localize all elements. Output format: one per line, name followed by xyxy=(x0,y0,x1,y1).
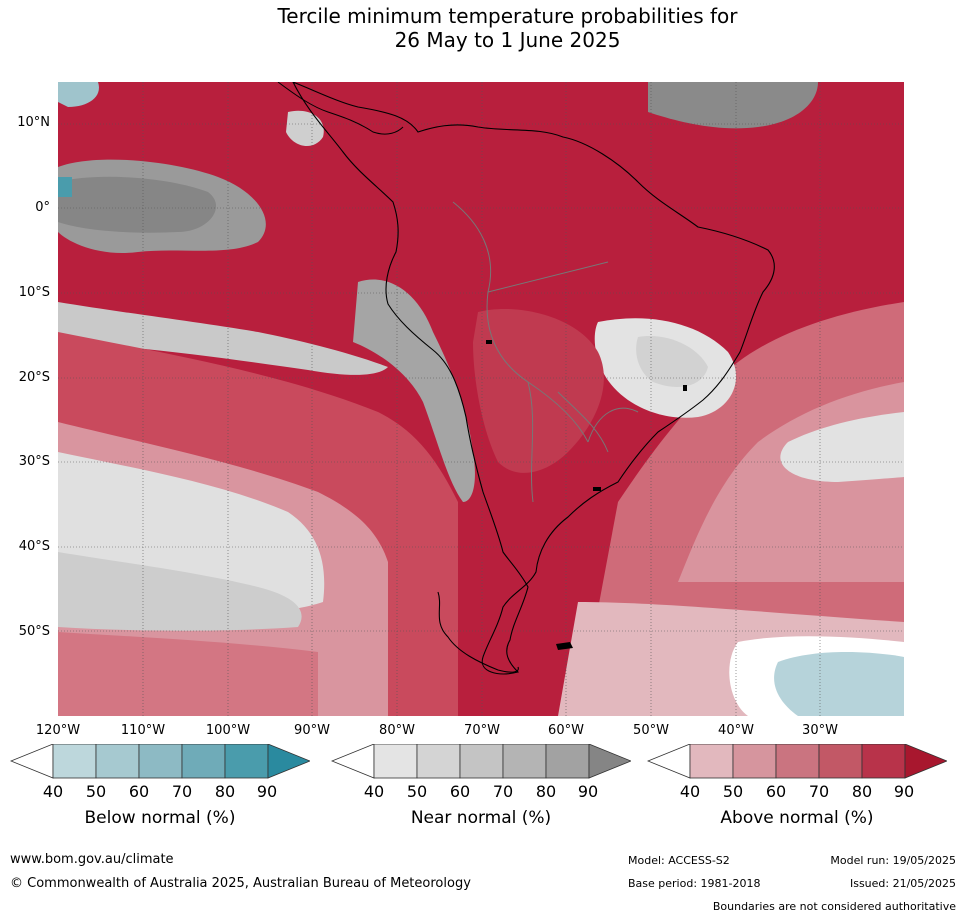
colorbar-min-extension xyxy=(646,743,691,779)
below-normal-region xyxy=(774,652,904,716)
near-normal-region xyxy=(648,82,818,129)
colorbar-segment xyxy=(95,743,140,779)
lon-label: 120°W xyxy=(35,723,81,738)
near-normal-region xyxy=(780,412,904,482)
colorbar-above-normal xyxy=(646,743,949,784)
cb-tick: 80 xyxy=(535,782,557,801)
cb-tick: 60 xyxy=(765,782,787,801)
map-canvas xyxy=(58,82,904,716)
below-normal-region xyxy=(58,177,72,197)
lon-label: 100°W xyxy=(205,723,251,738)
cb-tick: 60 xyxy=(449,782,471,801)
lon-label: 70°W xyxy=(464,723,500,738)
colorbar-min-extension xyxy=(9,743,54,779)
colorbar-segment xyxy=(861,743,906,779)
near-normal-region xyxy=(286,110,324,147)
map-title: Tercile minimum temperature probabilitie… xyxy=(0,4,965,52)
colorbar-max-extension xyxy=(904,743,949,779)
cb-tick: 90 xyxy=(256,782,278,801)
cb-tick: 50 xyxy=(85,782,107,801)
lake xyxy=(683,385,687,391)
above-normal-region xyxy=(58,632,318,716)
colorbar-segment xyxy=(373,743,418,779)
colorbar-label: Above normal (%) xyxy=(720,808,874,828)
lat-label: 20°S xyxy=(18,370,50,385)
lake xyxy=(486,340,492,344)
colorbar-min-extension xyxy=(330,743,375,779)
colorbar-graphic xyxy=(9,743,312,779)
colorbar-label: Near normal (%) xyxy=(410,808,552,828)
lon-label: 30°W xyxy=(802,723,838,738)
country-boundaries xyxy=(452,201,639,503)
central-america-coastline xyxy=(277,82,404,135)
colorbar-graphic xyxy=(330,743,633,779)
colorbar-segment xyxy=(52,743,97,779)
colorbar-segment xyxy=(818,743,863,779)
bom-url: www.bom.gov.au/climate xyxy=(10,852,174,867)
colorbar-near-normal xyxy=(330,743,633,784)
lon-label: 50°W xyxy=(633,723,669,738)
lat-label: 40°S xyxy=(18,539,50,554)
cb-tick: 50 xyxy=(406,782,428,801)
above-normal-region xyxy=(473,308,604,473)
colorbar-segment xyxy=(224,743,269,779)
lat-label: 50°S xyxy=(18,624,50,639)
issued-date: Issued: 21/05/2025 xyxy=(849,877,956,890)
lat-label: 0° xyxy=(35,200,50,215)
colorbar-max-extension xyxy=(267,743,312,779)
cb-tick: 40 xyxy=(679,782,701,801)
copyright: © Commonwealth of Australia 2025, Austra… xyxy=(10,876,471,891)
colorbar-segment xyxy=(775,743,820,779)
near-normal-region xyxy=(58,176,217,233)
cb-tick: 90 xyxy=(577,782,599,801)
lat-label: 30°S xyxy=(18,454,50,469)
colorbar-segment xyxy=(181,743,226,779)
cb-tick: 40 xyxy=(363,782,385,801)
model-run: Model run: 19/05/2025 xyxy=(830,854,956,867)
colorbar-graphic xyxy=(646,743,949,779)
base-period: Base period: 1981-2018 xyxy=(628,877,761,890)
colorbar-segment xyxy=(732,743,777,779)
colorbar-max-extension xyxy=(588,743,633,779)
lon-label: 110°W xyxy=(120,723,166,738)
below-normal-region xyxy=(58,82,99,107)
colorbar-segment xyxy=(545,743,590,779)
lat-label: 10°N xyxy=(17,115,50,130)
falklands-island xyxy=(556,642,573,650)
lon-label: 40°W xyxy=(718,723,754,738)
graticule xyxy=(58,82,904,716)
cb-tick: 80 xyxy=(214,782,236,801)
title-line-2: 26 May to 1 June 2025 xyxy=(394,28,621,52)
lon-label: 80°W xyxy=(379,723,415,738)
near-normal-region xyxy=(636,336,708,387)
colorbar-segment xyxy=(502,743,547,779)
boundary-disclaimer: Boundaries are not considered authoritat… xyxy=(712,900,956,913)
colorbar-below-normal xyxy=(9,743,312,784)
probability-map xyxy=(58,82,904,716)
near-normal-region xyxy=(58,302,388,375)
south-america-coastline xyxy=(292,82,775,675)
lake xyxy=(593,487,601,491)
lat-label: 10°S xyxy=(18,285,50,300)
colorbar-label: Below normal (%) xyxy=(84,808,236,828)
near-normal-region xyxy=(58,552,302,631)
model-name: Model: ACCESS-S2 xyxy=(628,854,730,867)
cb-tick: 70 xyxy=(171,782,193,801)
tierra-del-fuego xyxy=(437,591,519,673)
cb-tick: 70 xyxy=(808,782,830,801)
colorbar-segment xyxy=(138,743,183,779)
cb-tick: 80 xyxy=(851,782,873,801)
cb-tick: 50 xyxy=(722,782,744,801)
near-normal-region xyxy=(353,279,475,502)
cb-tick: 90 xyxy=(893,782,915,801)
colorbar-segment xyxy=(416,743,461,779)
title-line-1: Tercile minimum temperature probabilitie… xyxy=(277,4,738,28)
lon-label: 60°W xyxy=(548,723,584,738)
cb-tick: 40 xyxy=(42,782,64,801)
colorbar-segment xyxy=(459,743,504,779)
cb-tick: 70 xyxy=(492,782,514,801)
colorbar-segment xyxy=(689,743,734,779)
lon-label: 90°W xyxy=(294,723,330,738)
cb-tick: 60 xyxy=(128,782,150,801)
